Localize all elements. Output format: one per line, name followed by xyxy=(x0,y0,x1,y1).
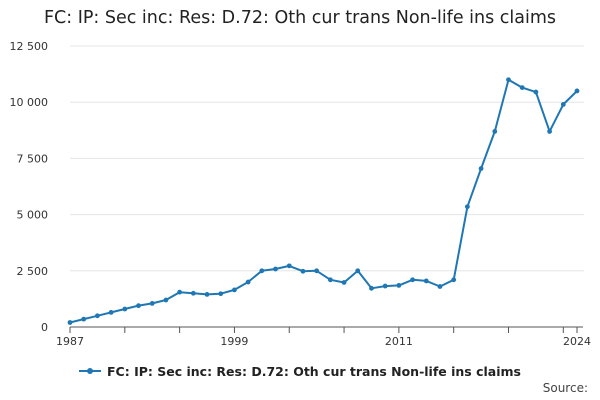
data-point[interactable] xyxy=(478,166,484,171)
data-point[interactable] xyxy=(122,306,128,312)
y-tick-label: 10 000 xyxy=(10,96,49,109)
data-point[interactable] xyxy=(149,300,155,306)
y-tick-label: 7 500 xyxy=(17,152,49,165)
series-line xyxy=(69,78,578,324)
data-point[interactable] xyxy=(67,320,73,325)
x-axis: 1987 1999 2011 2024 xyxy=(56,326,591,348)
chart-title: FC: IP: Sec inc: Res: D.72: Oth cur tran… xyxy=(43,8,557,28)
data-point[interactable] xyxy=(232,287,237,293)
x-tick-label: 2024 xyxy=(563,335,591,348)
y-tick-label: 0 xyxy=(41,321,48,334)
data-point[interactable] xyxy=(369,285,374,291)
data-point[interactable] xyxy=(218,291,224,297)
source-label: Source: xyxy=(542,381,588,395)
data-point[interactable] xyxy=(560,102,566,107)
data-point[interactable] xyxy=(95,313,100,319)
data-point[interactable] xyxy=(190,290,196,296)
y-axis-ticks: 0 2 500 5 000 7 500 10 000 12 500 xyxy=(10,40,49,334)
legend: FC: IP: Sec inc: Res: D.72: Oth cur tran… xyxy=(0,364,600,379)
x-tick-label: 2011 xyxy=(385,335,413,348)
data-point[interactable] xyxy=(108,309,114,315)
data-point[interactable] xyxy=(81,316,87,322)
data-point[interactable] xyxy=(382,283,388,289)
y-tick-label: 2 500 xyxy=(17,265,49,278)
data-point[interactable] xyxy=(423,278,429,284)
data-point[interactable] xyxy=(245,279,251,285)
data-point[interactable] xyxy=(492,129,498,134)
data-point[interactable] xyxy=(177,289,183,295)
data-point[interactable] xyxy=(437,284,443,289)
data-point[interactable] xyxy=(574,88,580,94)
data-point[interactable] xyxy=(547,129,552,134)
data-point[interactable] xyxy=(204,292,210,297)
legend-swatch xyxy=(79,367,102,374)
data-point[interactable] xyxy=(396,283,402,288)
data-point[interactable] xyxy=(259,268,265,274)
x-tick-label: 1987 xyxy=(56,335,84,348)
data-point[interactable] xyxy=(533,89,539,95)
data-point[interactable] xyxy=(286,263,292,269)
data-point[interactable] xyxy=(314,268,320,274)
y-tick-label: 5 000 xyxy=(17,209,49,222)
data-point[interactable] xyxy=(163,297,169,303)
x-tick-label: 1999 xyxy=(220,335,248,348)
data-point[interactable] xyxy=(136,303,141,309)
data-point[interactable] xyxy=(273,266,278,272)
y-tick-label: 12 500 xyxy=(10,40,49,53)
data-point[interactable] xyxy=(327,277,333,283)
data-point[interactable] xyxy=(300,268,306,274)
data-point[interactable] xyxy=(410,277,415,283)
data-point[interactable] xyxy=(464,204,470,210)
legend-label: FC: IP: Sec inc: Res: D.72: Oth cur tran… xyxy=(107,364,521,379)
grid-lines xyxy=(70,45,584,272)
series-layer xyxy=(67,77,580,325)
data-point[interactable] xyxy=(519,85,525,90)
data-point[interactable] xyxy=(451,277,457,283)
data-point[interactable] xyxy=(341,280,347,285)
data-point[interactable] xyxy=(506,77,511,83)
data-point[interactable] xyxy=(355,268,361,274)
